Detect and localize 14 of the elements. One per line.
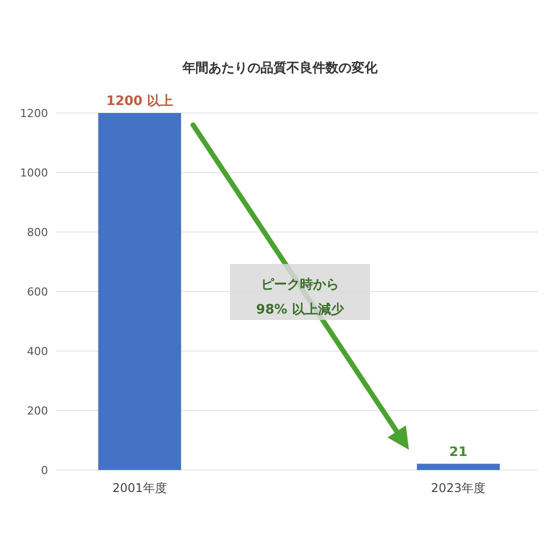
y-tick-label: 200 [27,404,48,418]
x-tick-label: 2001年度 [112,481,167,495]
y-tick-label: 800 [27,226,48,239]
y-tick-label: 1000 [20,166,48,180]
chart-title: 年間あたりの品質不良件数の変化 [182,60,378,76]
data-label: 1200 以上 [106,94,174,109]
y-tick-label: 600 [27,285,48,298]
y-tick-label: 400 [27,344,48,358]
y-tick-label: 0 [41,464,48,477]
annotation: ピーク時から 98% 以上減少 [256,278,345,318]
data-label: 21 [449,444,468,460]
y-tick-label: 1200 [20,106,48,120]
x-tick-label: 2023年度 [431,481,486,495]
text-box: ピーク時から 98% 以上減少 [230,264,370,320]
